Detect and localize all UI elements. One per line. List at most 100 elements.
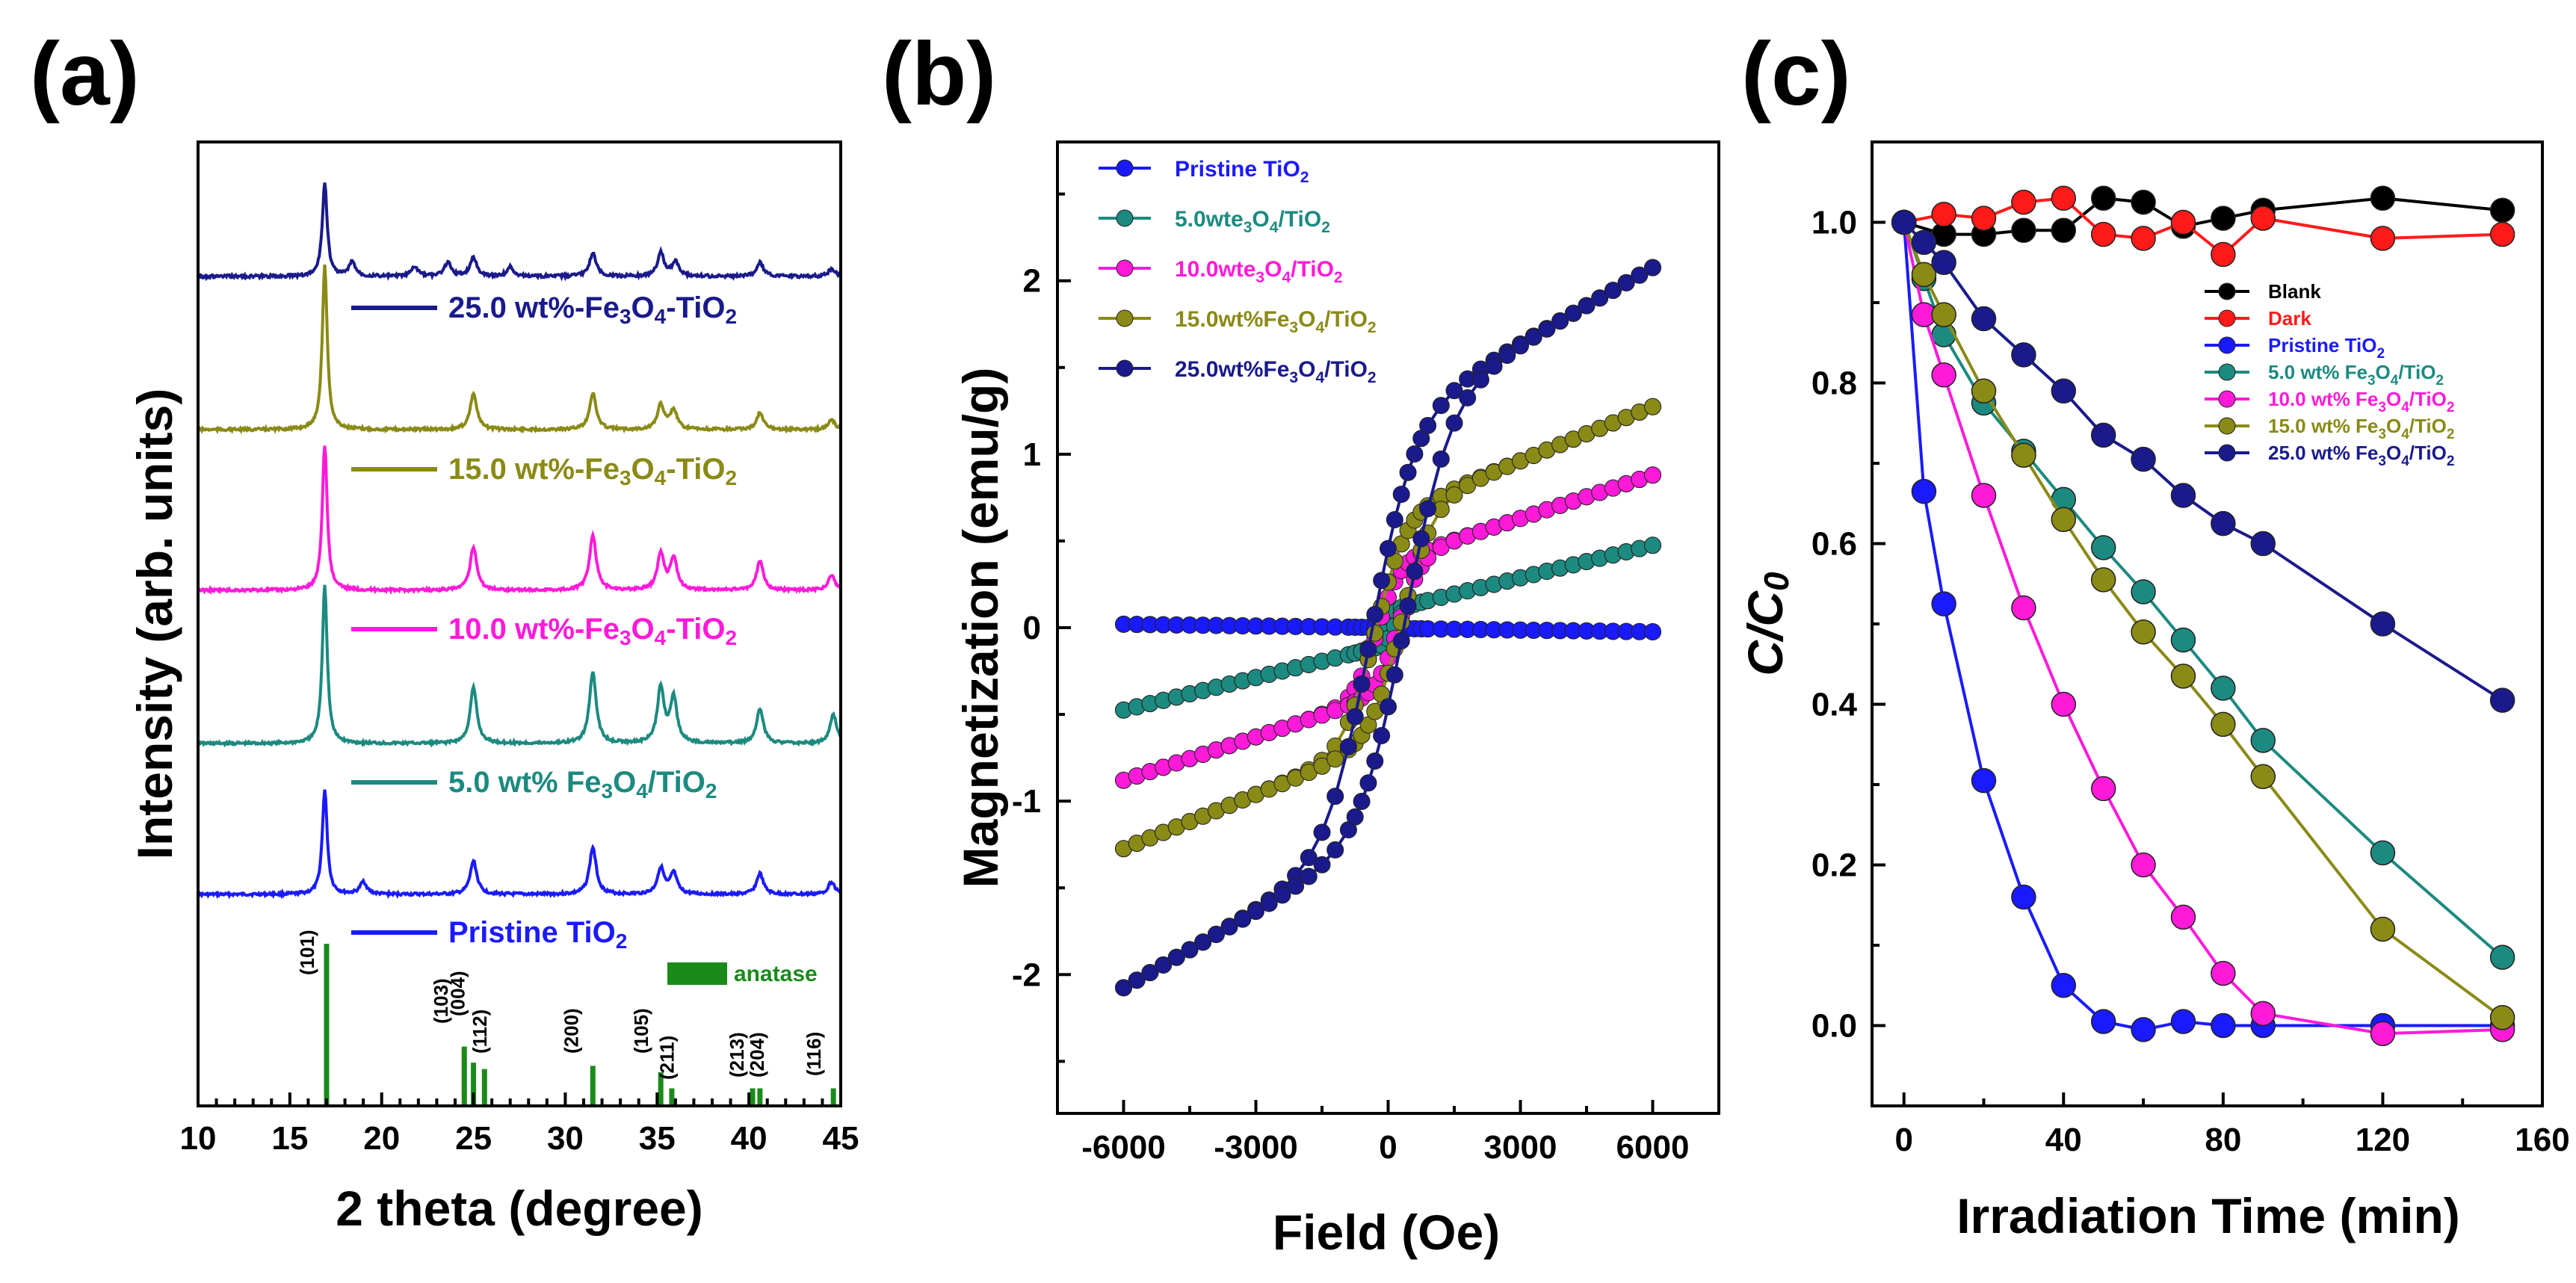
x-tick-label: 25 [455, 1120, 492, 1157]
xrd-trace [197, 789, 841, 900]
y-tick-label: 0.4 [1811, 687, 1858, 723]
data-point [2131, 226, 2156, 251]
legend-label: Dark [2268, 307, 2311, 330]
data-point [2011, 442, 2036, 468]
hysteresis-point [1167, 948, 1185, 966]
x-tick-label: 35 [639, 1120, 676, 1157]
legend-label: 5.0 wt% Fe3O4/TiO2 [2268, 361, 2444, 389]
hysteresis-point [1247, 903, 1264, 921]
data-point [2211, 205, 2236, 231]
panel-a-xrd: (a) Pristine TiO2 5.0 wt% Fe3O4/TiO2 10.0 … [30, 24, 859, 1236]
legend-label: Pristine TiO2 [2268, 334, 2385, 362]
hysteresis-point [1459, 477, 1477, 495]
hysteresis-point [1617, 273, 1635, 291]
data-point [2250, 728, 2276, 753]
x-tick-label: 160 [2515, 1122, 2569, 1158]
legend-label: 15.0 wt% Fe3O4/TiO2 [2268, 415, 2454, 442]
data-point [1911, 478, 1937, 504]
hysteresis-point [1326, 750, 1344, 768]
xrd-series-label: 5.0 wt% Fe3O4/TiO2 [448, 766, 717, 803]
hysteresis-point [1392, 485, 1410, 503]
y-tick-label: -2 [1012, 956, 1041, 993]
data-point [2250, 531, 2276, 557]
data-point [2489, 687, 2515, 713]
data-point [2051, 973, 2077, 998]
data-point [2211, 241, 2236, 268]
hysteresis-point [1604, 282, 1622, 300]
x-axis-title: Field (Oe) [1273, 1205, 1500, 1260]
y-tick-label: 1 [1023, 436, 1041, 473]
xrd-trace [197, 264, 842, 435]
reference-bar [669, 1088, 675, 1104]
hysteresis-point [1419, 416, 1437, 434]
hysteresis-point [1644, 466, 1661, 484]
hysteresis-point [1346, 808, 1364, 826]
hysteresis-point [1459, 389, 1477, 406]
hysteresis-point [1380, 540, 1397, 557]
data-point [2011, 342, 2036, 368]
data-point [2489, 945, 2515, 970]
hysteresis-point [1260, 894, 1278, 912]
hysteresis-point [1644, 537, 1661, 554]
axis-ticks: 0 40 80 120 160 0.0 0.2 0.4 0.6 0.8 1.0 [1811, 140, 2570, 1158]
legend-marker [1116, 259, 1134, 277]
xrd-series-label: 15.0 wt%-Fe3O4-TiO2 [448, 453, 737, 489]
y-axis-title: C/C0 [1738, 572, 1796, 676]
data-point [2051, 507, 2077, 532]
legend-marker [2218, 282, 2236, 300]
data-point [2131, 1017, 2156, 1042]
data-point [2211, 675, 2236, 701]
x-axis-title: 2 theta (degree) [336, 1181, 702, 1236]
hkl-label: (204) [746, 1032, 768, 1078]
hysteresis-point [1631, 266, 1649, 284]
hysteresis-point [1406, 445, 1424, 463]
data-point [2131, 619, 2156, 645]
hysteresis-point [1591, 289, 1609, 307]
hysteresis-point [1234, 910, 1252, 928]
x-tick-label: -3000 [1214, 1129, 1298, 1166]
anatase-legend-label: anatase [734, 962, 818, 986]
legend-marker [1116, 209, 1134, 227]
hysteresis-point [1644, 623, 1661, 641]
data-point [1911, 229, 1937, 256]
y-tick-label: 0 [1023, 610, 1041, 646]
hysteresis-point [1353, 792, 1371, 810]
data-point [2370, 1021, 2396, 1046]
legend-label: 10.0wte3O4/TiO2 [1175, 257, 1343, 286]
legend-label: 15.0wt%Fe3O4/TiO2 [1175, 307, 1377, 336]
hysteresis-point [1644, 398, 1661, 415]
x-axis-ticks: 10 15 20 25 30 35 40 45 [180, 1092, 859, 1157]
legend-marker [2218, 309, 2236, 327]
xrd-series-label: 25.0 wt%-Fe3O4-TiO2 [448, 291, 737, 328]
data-point [2370, 611, 2396, 637]
y-axis-title: Magnetization (emu/g) [953, 368, 1008, 888]
hysteresis-point [1419, 500, 1437, 518]
data-point [2170, 483, 2196, 508]
x-tick-label: 0 [1894, 1122, 1912, 1158]
hysteresis-point [1300, 868, 1318, 885]
x-tick-label: 15 [271, 1120, 308, 1157]
data-point [2051, 691, 2077, 717]
hysteresis-point [1373, 727, 1391, 745]
hysteresis-point [1287, 877, 1305, 895]
legend-label: Blank [2268, 280, 2321, 303]
data-point [2131, 852, 2156, 878]
hkl-label: (116) [803, 1032, 825, 1076]
hysteresis-point [1445, 382, 1463, 400]
data-point [1911, 262, 1937, 288]
xrd-trace [197, 445, 842, 596]
data-point [1891, 209, 1917, 235]
hysteresis-point [1366, 752, 1384, 770]
hkl-label: (112) [469, 1010, 491, 1054]
hysteresis-point [1207, 926, 1225, 944]
anatase-reference-group: (101) (103)(004)(112) (200) (105)(211) (213)… [296, 930, 836, 1104]
data-point [1971, 306, 1997, 332]
data-point [2370, 185, 2396, 211]
hysteresis-point [1644, 259, 1661, 276]
hysteresis-point [1445, 414, 1463, 432]
x-axis-title: Irradiation Time (min) [1956, 1188, 2460, 1243]
data-point [2131, 579, 2156, 605]
reference-bar [461, 1046, 467, 1104]
reference-bar [750, 1088, 756, 1104]
data-point [2211, 711, 2236, 738]
